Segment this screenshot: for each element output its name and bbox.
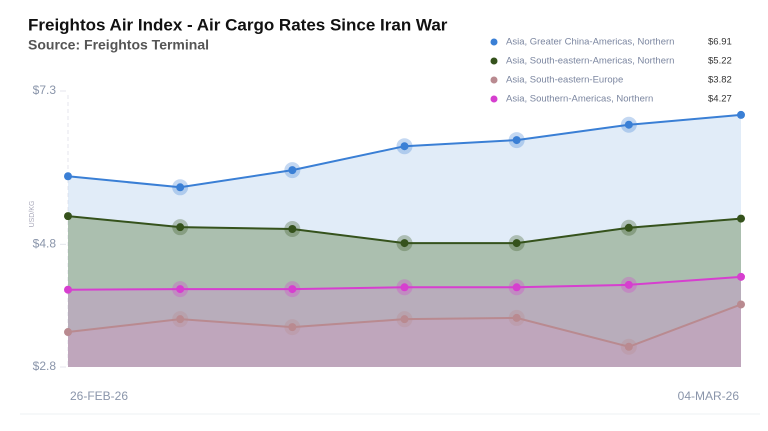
marker: [737, 272, 745, 281]
marker: [400, 315, 409, 324]
marker: [64, 172, 72, 181]
legend-swatch: [490, 38, 498, 46]
marker: [400, 142, 409, 151]
y-tick-label: $4.8: [33, 237, 57, 251]
legend-label: Asia, Southern-Americas, Northern: [506, 94, 653, 105]
marker: [64, 285, 72, 294]
chart-subtitle: Source: Freightos Terminal: [28, 37, 209, 53]
x-tick-label: 04-MAR-26: [678, 389, 740, 403]
chart-title: Freightos Air Index - Air Cargo Rates Si…: [28, 15, 448, 34]
marker: [400, 283, 409, 292]
legend-value: $5.22: [708, 56, 732, 67]
marker: [64, 212, 72, 221]
marker: [176, 315, 185, 324]
y-axis-label: USD/KG: [29, 201, 36, 228]
legend-swatch: [490, 95, 498, 103]
marker: [400, 239, 409, 248]
y-tick-label: $7.3: [33, 83, 57, 97]
marker: [176, 183, 185, 192]
marker: [288, 323, 297, 332]
marker: [624, 120, 633, 129]
marker: [737, 214, 745, 223]
marker: [288, 166, 297, 175]
marker: [737, 110, 745, 119]
x-tick-label: 26-FEB-26: [70, 389, 128, 403]
legend-value: $6.91: [708, 37, 732, 48]
marker: [512, 136, 521, 145]
marker: [288, 225, 297, 233]
legend-label: Asia, South-eastern-Europe: [506, 75, 623, 86]
marker: [176, 285, 185, 294]
marker: [624, 342, 633, 351]
marker: [512, 283, 521, 292]
legend-value: $4.27: [708, 94, 732, 105]
marker: [176, 223, 185, 232]
marker: [288, 285, 297, 294]
legend-label: Asia, Greater China-Americas, Northern: [506, 37, 674, 48]
marker: [737, 300, 745, 309]
marker: [624, 280, 633, 289]
legend-swatch: [490, 57, 498, 65]
legend-swatch: [490, 76, 498, 84]
marker: [512, 313, 521, 322]
marker: [624, 223, 633, 232]
legend-value: $3.82: [708, 75, 732, 86]
marker: [512, 239, 521, 248]
legend-label: Asia, South-eastern-Americas, Northern: [506, 56, 674, 67]
marker: [64, 328, 72, 337]
y-tick-label: $2.8: [33, 359, 57, 373]
